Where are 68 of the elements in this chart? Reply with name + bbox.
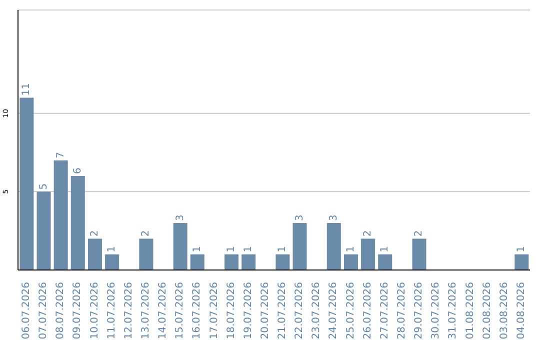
data-label: 1 (345, 246, 356, 252)
x-tick-label: 12.07.2026 (123, 282, 134, 340)
x-tick-label: 23.07.2026 (311, 282, 322, 340)
data-label: 1 (106, 246, 118, 252)
x-tick-label: 20.07.2026 (260, 282, 271, 340)
x-tick-label: 22.07.2026 (294, 282, 306, 340)
bar (361, 238, 376, 270)
bar (54, 160, 68, 270)
x-tick-label: 03.08.2026 (498, 282, 510, 340)
bar (88, 238, 102, 270)
data-label: 2 (362, 230, 374, 237)
bar (242, 254, 256, 270)
x-tick-label: 17.07.2026 (208, 282, 220, 340)
data-label: 1 (226, 246, 238, 252)
data-label: 3 (294, 214, 306, 222)
bar (190, 254, 204, 270)
x-tick-label: 30.07.2026 (430, 282, 442, 340)
bar (20, 98, 34, 270)
x-tick-label: 15.07.2026 (174, 282, 186, 340)
bar (344, 254, 358, 270)
x-tick-label: 13.07.2026 (140, 282, 152, 340)
x-tick-label: 10.07.2026 (89, 282, 100, 340)
data-label: 2 (414, 230, 425, 237)
bar (412, 238, 426, 270)
bar (224, 254, 239, 270)
x-tick-label: 29.07.2026 (414, 282, 425, 340)
x-tick-label: 28.07.2026 (396, 282, 408, 340)
bar (173, 223, 188, 270)
data-label: 3 (174, 214, 186, 222)
x-tick-label: 01.08.2026 (464, 282, 476, 340)
x-tick-label: 26.07.2026 (362, 282, 374, 340)
x-tick-label: 18.07.2026 (226, 282, 237, 340)
data-label: 6 (72, 168, 84, 174)
bar (276, 254, 290, 270)
data-label: 2 (140, 230, 152, 237)
x-tick-label: 06.07.2026 (21, 282, 32, 340)
x-tick-label: 16.07.2026 (192, 282, 203, 340)
bar (139, 238, 154, 270)
x-tick-label: 21.07.2026 (277, 282, 288, 340)
x-tick-label: 08.07.2026 (55, 282, 66, 340)
data-label: 1 (516, 246, 528, 252)
x-tick-label: 09.07.2026 (72, 282, 84, 340)
data-label: 2 (89, 230, 100, 237)
x-tick-label: 11.07.2026 (106, 282, 118, 340)
data-label: 1 (192, 246, 203, 252)
x-tick-label: 25.07.2026 (345, 282, 356, 340)
data-label: 1 (277, 246, 288, 252)
x-tick-label: 24.07.2026 (328, 282, 340, 340)
x-tick-label: 02.08.2026 (482, 282, 493, 340)
bar (36, 192, 51, 270)
x-tick-label: 14.07.2026 (158, 282, 169, 340)
bar (514, 254, 529, 270)
bar (326, 223, 341, 270)
data-label: 7 (55, 152, 66, 158)
bar (292, 223, 307, 270)
data-label: 1 (243, 246, 254, 252)
x-tick-label: 04.08.2026 (516, 282, 527, 340)
bar (70, 176, 85, 270)
bar (105, 254, 120, 270)
data-label: 11 (21, 82, 32, 96)
x-tick-label: 31.07.2026 (448, 282, 459, 340)
x-tick-label: 19.07.2026 (242, 282, 254, 340)
x-tick-label: 07.07.2026 (38, 282, 50, 340)
data-label: 1 (380, 246, 391, 252)
x-tick-label: 27.07.2026 (379, 282, 390, 340)
data-label: 3 (328, 214, 340, 222)
data-label: 5 (38, 183, 50, 190)
bar (378, 254, 392, 270)
